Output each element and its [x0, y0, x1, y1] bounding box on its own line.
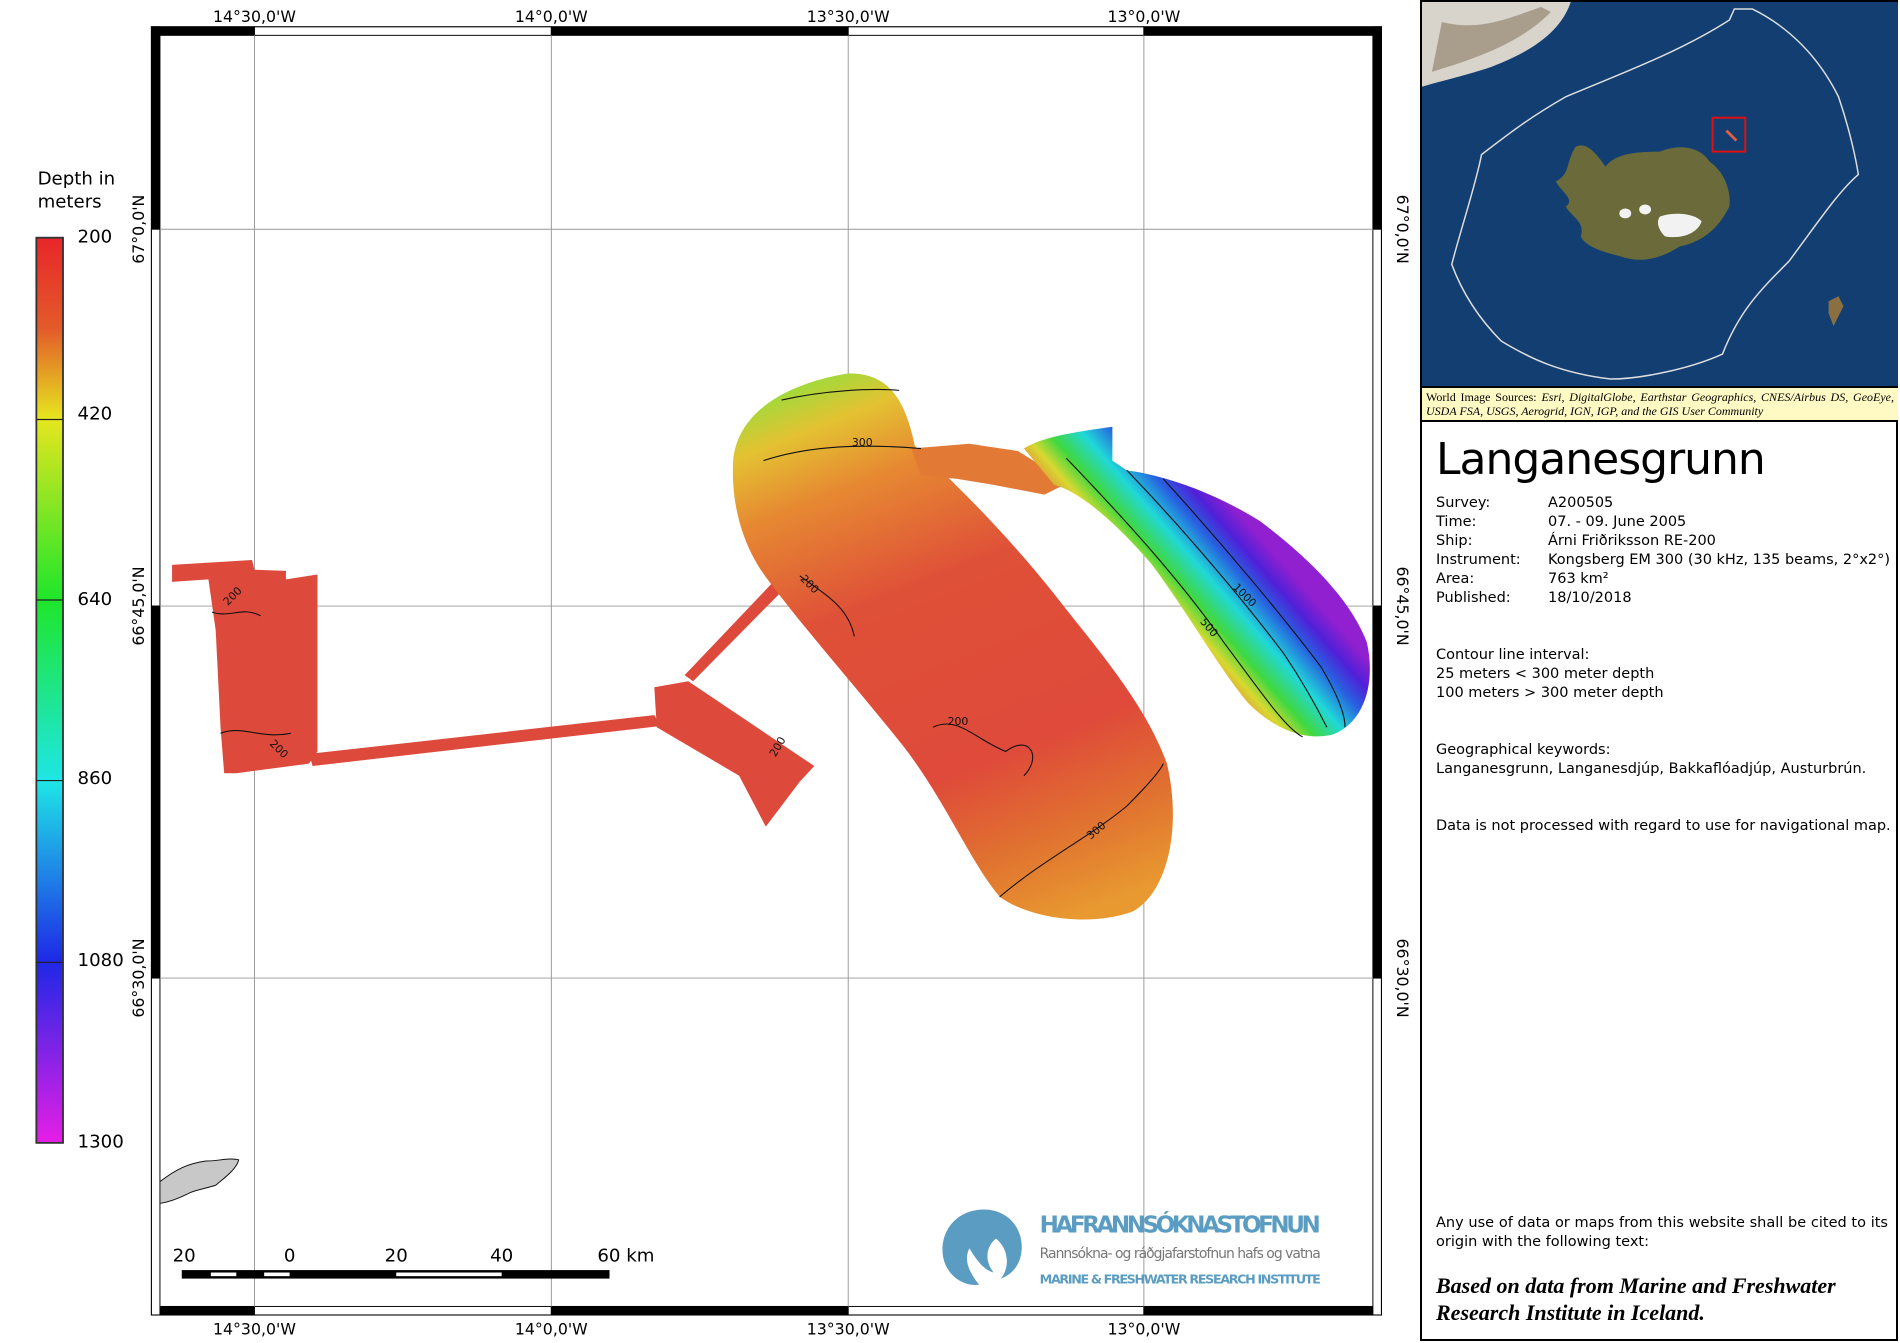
svg-text:Rannsókna- og ráðgjafarstofnun: Rannsókna- og ráðgjafarstofnun hafs og v…: [1040, 1246, 1321, 1262]
depth-color-ramp: [35, 236, 64, 1144]
survey-metadata: Survey: A200505 Time: 07. - 09. June 2005 …: [1436, 495, 1891, 606]
legend-tick: 1080: [78, 950, 124, 971]
survey-neck: [911, 443, 1069, 495]
faroe-islands: [1828, 296, 1844, 327]
overview-inset-map[interactable]: [1422, 2, 1898, 386]
survey-transect: [308, 715, 661, 767]
svg-text:0: 0: [284, 1246, 296, 1267]
right-lat-label: 66°30,0'N: [1393, 939, 1412, 1018]
svg-text:HAFRANNSÓKNASTOFNUN: HAFRANNSÓKNASTOFNUN: [1040, 1211, 1321, 1239]
bottom-lon-label: 14°30,0'W: [213, 1319, 296, 1338]
citation-note: Any use of data or maps from this websit…: [1436, 1215, 1888, 1250]
contour-interval: Contour line interval: 25 meters < 300 m…: [1436, 647, 1664, 701]
info-panel: World Image Sources: Esri, DigitalGlobe,…: [1420, 0, 1898, 1341]
iceland-coast-land: [159, 1158, 240, 1205]
image-sources: World Image Sources: Esri, DigitalGlobe,…: [1422, 386, 1898, 422]
top-lon-label: 13°30,0'W: [807, 7, 890, 26]
eez-boundary: [1450, 8, 1860, 380]
wave-logo-icon: [942, 1209, 1022, 1285]
svg-text:MARINE & FRESHWATER RESEARCH I: MARINE & FRESHWATER RESEARCH INSTITUTE: [1040, 1271, 1321, 1286]
top-lon-label: 14°0,0'W: [515, 7, 588, 26]
scale-bar: 20 0 20 40 60 km: [173, 1246, 654, 1279]
depth-legend: Depth in meters 200 420 640 860 1080 130…: [35, 168, 124, 1153]
legend-title: Depth in: [38, 168, 116, 189]
survey-transect-diagonal: [684, 575, 789, 682]
survey-patch: [654, 681, 815, 827]
top-lon-label: 14°30,0'W: [213, 7, 296, 26]
svg-text:60 km: 60 km: [597, 1246, 654, 1267]
left-lat-label: 66°30,0'N: [129, 939, 148, 1018]
bottom-lon-label: 13°30,0'W: [807, 1319, 890, 1338]
svg-text:300: 300: [852, 436, 873, 449]
top-lon-label: 13°0,0'W: [1107, 7, 1180, 26]
greenland-shade: [1431, 6, 1551, 72]
frame-ticks: [150, 26, 1382, 1316]
left-lat-label: 67°0,0'N: [129, 195, 148, 264]
disclaimer: Data is not processed with regard to use…: [1436, 818, 1891, 834]
citation-text: Based on data from Marine and Freshwater…: [1436, 1273, 1836, 1325]
mfri-logo: HAFRANNSÓKNASTOFNUN Rannsókna- og ráðgja…: [942, 1209, 1321, 1286]
map-frame: [150, 26, 1382, 1316]
svg-text:20: 20: [173, 1246, 196, 1267]
legend-tick: 860: [78, 768, 113, 789]
legend-tick: 640: [78, 589, 113, 610]
survey-coverage: [172, 373, 1370, 920]
survey-langanesgrunn: [732, 373, 1173, 920]
survey-langanesdjup: [1023, 426, 1370, 737]
map-title: Langanesgrunn: [1436, 434, 1766, 485]
svg-text:200: 200: [948, 715, 969, 728]
legend-tick: 420: [78, 403, 113, 424]
svg-text:20: 20: [385, 1246, 408, 1267]
right-lat-label: 66°45,0'N: [1393, 567, 1412, 646]
bottom-lon-label: 14°0,0'W: [515, 1319, 588, 1338]
geographical-keywords: Geographical keywords: Langanesgrunn, La…: [1436, 742, 1867, 777]
svg-text:40: 40: [490, 1246, 513, 1267]
legend-title: meters: [38, 191, 102, 212]
left-lat-label: 66°45,0'N: [129, 567, 148, 646]
legend-tick: 1300: [78, 1132, 124, 1153]
contour-lines: [211, 388, 1346, 898]
legend-tick: 200: [78, 227, 113, 248]
right-lat-label: 67°0,0'N: [1393, 195, 1412, 264]
bottom-lon-label: 13°0,0'W: [1107, 1319, 1180, 1338]
survey-block-west: [172, 560, 318, 774]
vatnajokull-ice: [1657, 213, 1702, 238]
survey-location-box: [1711, 116, 1747, 153]
